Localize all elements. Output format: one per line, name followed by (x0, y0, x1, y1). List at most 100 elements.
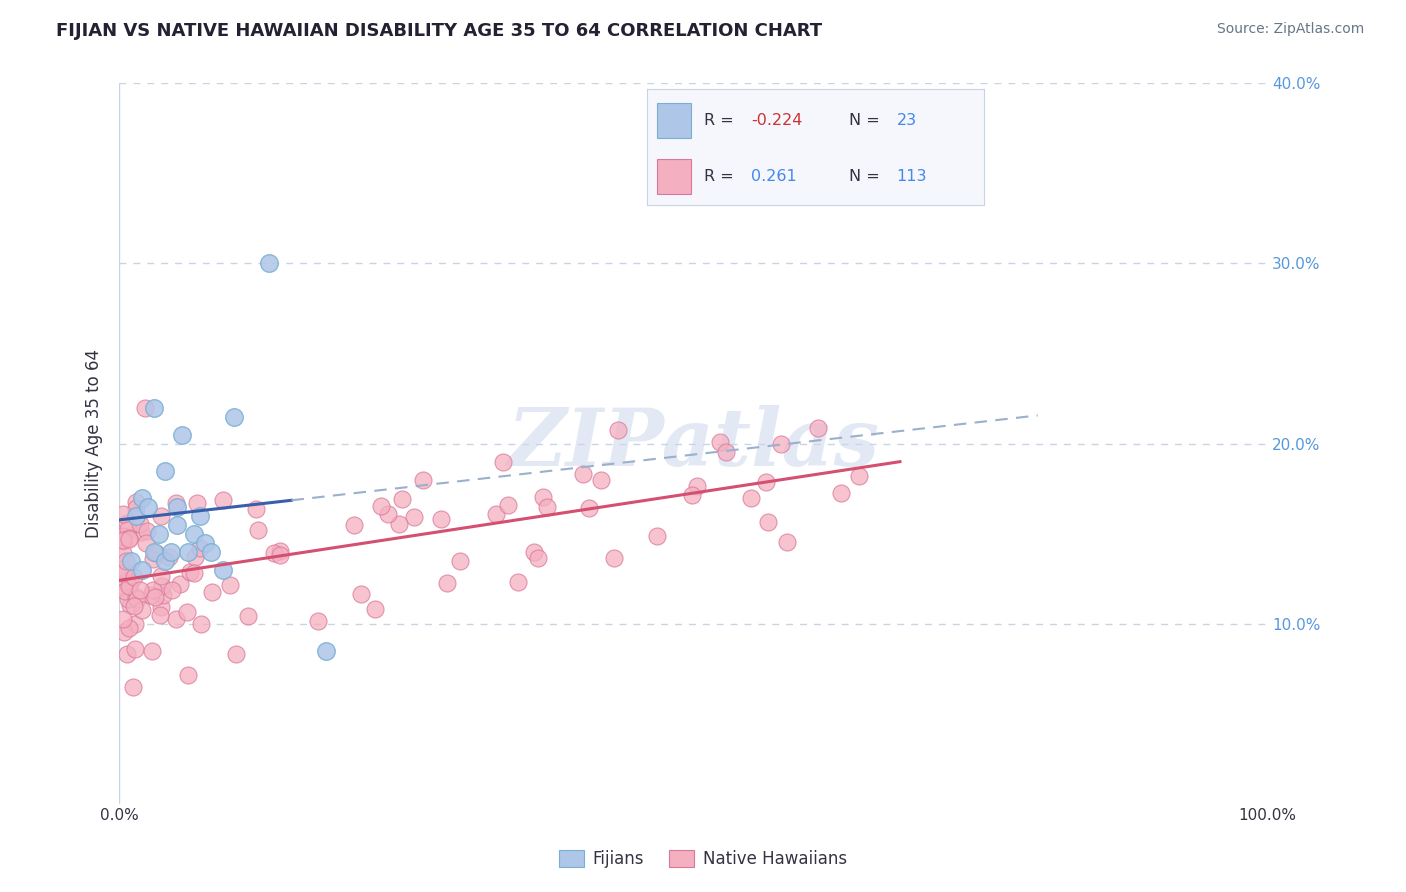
Point (125, 590, 148, 604)
Point (307, 614, 329, 628)
Text: FIJIAN VS NATIVE HAWAIIAN DISABILITY AGE 35 TO 64 CORRELATION CHART: FIJIAN VS NATIVE HAWAIIAN DISABILITY AGE… (56, 22, 823, 40)
Point (364, 602, 387, 616)
Point (118, 532, 141, 546)
Point (485, 507, 508, 521)
Point (115, 647, 138, 661)
Point (115, 516, 138, 530)
Point (686, 479, 709, 493)
Point (496, 499, 519, 513)
Point (111, 612, 134, 626)
Point (111, 533, 134, 547)
Point (150, 599, 173, 614)
Point (776, 534, 799, 549)
Point (118, 621, 141, 635)
Point (709, 434, 731, 449)
Point (115, 574, 138, 588)
Point (131, 491, 153, 505)
Point (177, 668, 200, 682)
Point (125, 508, 148, 523)
Point (150, 569, 173, 583)
Point (169, 577, 191, 591)
Text: 23: 23 (897, 113, 917, 128)
Point (160, 582, 183, 597)
Point (391, 491, 413, 506)
Point (160, 544, 183, 558)
Point (236, 609, 259, 624)
Point (111, 566, 134, 581)
Point (492, 455, 515, 469)
Point (190, 617, 212, 632)
Point (755, 475, 778, 489)
Point (531, 490, 554, 504)
Point (211, 492, 233, 507)
Point (848, 469, 870, 483)
Point (377, 507, 399, 521)
Point (269, 544, 291, 558)
Point (112, 562, 135, 576)
Legend: Fijians, Native Hawaiians: Fijians, Native Hawaiians (553, 843, 853, 875)
Point (150, 508, 173, 523)
Point (176, 605, 198, 619)
Point (402, 510, 425, 524)
Point (578, 501, 600, 516)
Point (142, 544, 165, 558)
Text: R =: R = (704, 169, 740, 184)
Point (118, 579, 141, 593)
Point (165, 496, 187, 510)
Point (430, 511, 453, 525)
Point (370, 500, 392, 514)
Point (131, 563, 153, 577)
Point (186, 496, 208, 510)
Point (245, 502, 267, 516)
Point (150, 579, 173, 593)
Point (153, 553, 176, 567)
Point (125, 501, 148, 516)
Point (527, 551, 550, 566)
Point (449, 554, 471, 568)
Point (714, 444, 737, 458)
Point (125, 495, 148, 509)
Bar (657, 103, 690, 138)
Point (603, 550, 626, 565)
Point (572, 467, 595, 481)
Point (200, 544, 222, 558)
Point (136, 524, 159, 538)
Point (134, 401, 156, 415)
Point (142, 583, 165, 598)
Point (263, 546, 285, 560)
Point (143, 590, 166, 604)
Point (166, 500, 188, 514)
Point (111, 529, 134, 543)
Y-axis label: Disability Age 35 to 64: Disability Age 35 to 64 (86, 349, 103, 538)
Text: 113: 113 (897, 169, 927, 184)
Point (152, 588, 174, 602)
Point (136, 500, 159, 514)
Point (120, 553, 142, 567)
Point (166, 517, 188, 532)
Point (222, 409, 245, 424)
Point (131, 603, 153, 617)
Point (142, 401, 165, 415)
Point (225, 647, 247, 661)
Point (740, 491, 762, 505)
Point (606, 423, 628, 437)
Point (117, 531, 139, 545)
Point (188, 508, 211, 523)
Point (122, 570, 145, 584)
Point (157, 550, 180, 565)
Point (127, 591, 149, 606)
Text: N =: N = (849, 169, 886, 184)
Point (124, 616, 146, 631)
Point (343, 518, 366, 533)
Point (111, 533, 134, 548)
Point (769, 437, 792, 451)
Point (830, 485, 852, 500)
Point (111, 546, 134, 560)
Point (257, 256, 280, 270)
Point (142, 551, 165, 566)
Point (536, 500, 558, 514)
Point (194, 535, 217, 549)
Point (756, 515, 779, 529)
Point (149, 608, 172, 623)
Point (117, 522, 139, 536)
